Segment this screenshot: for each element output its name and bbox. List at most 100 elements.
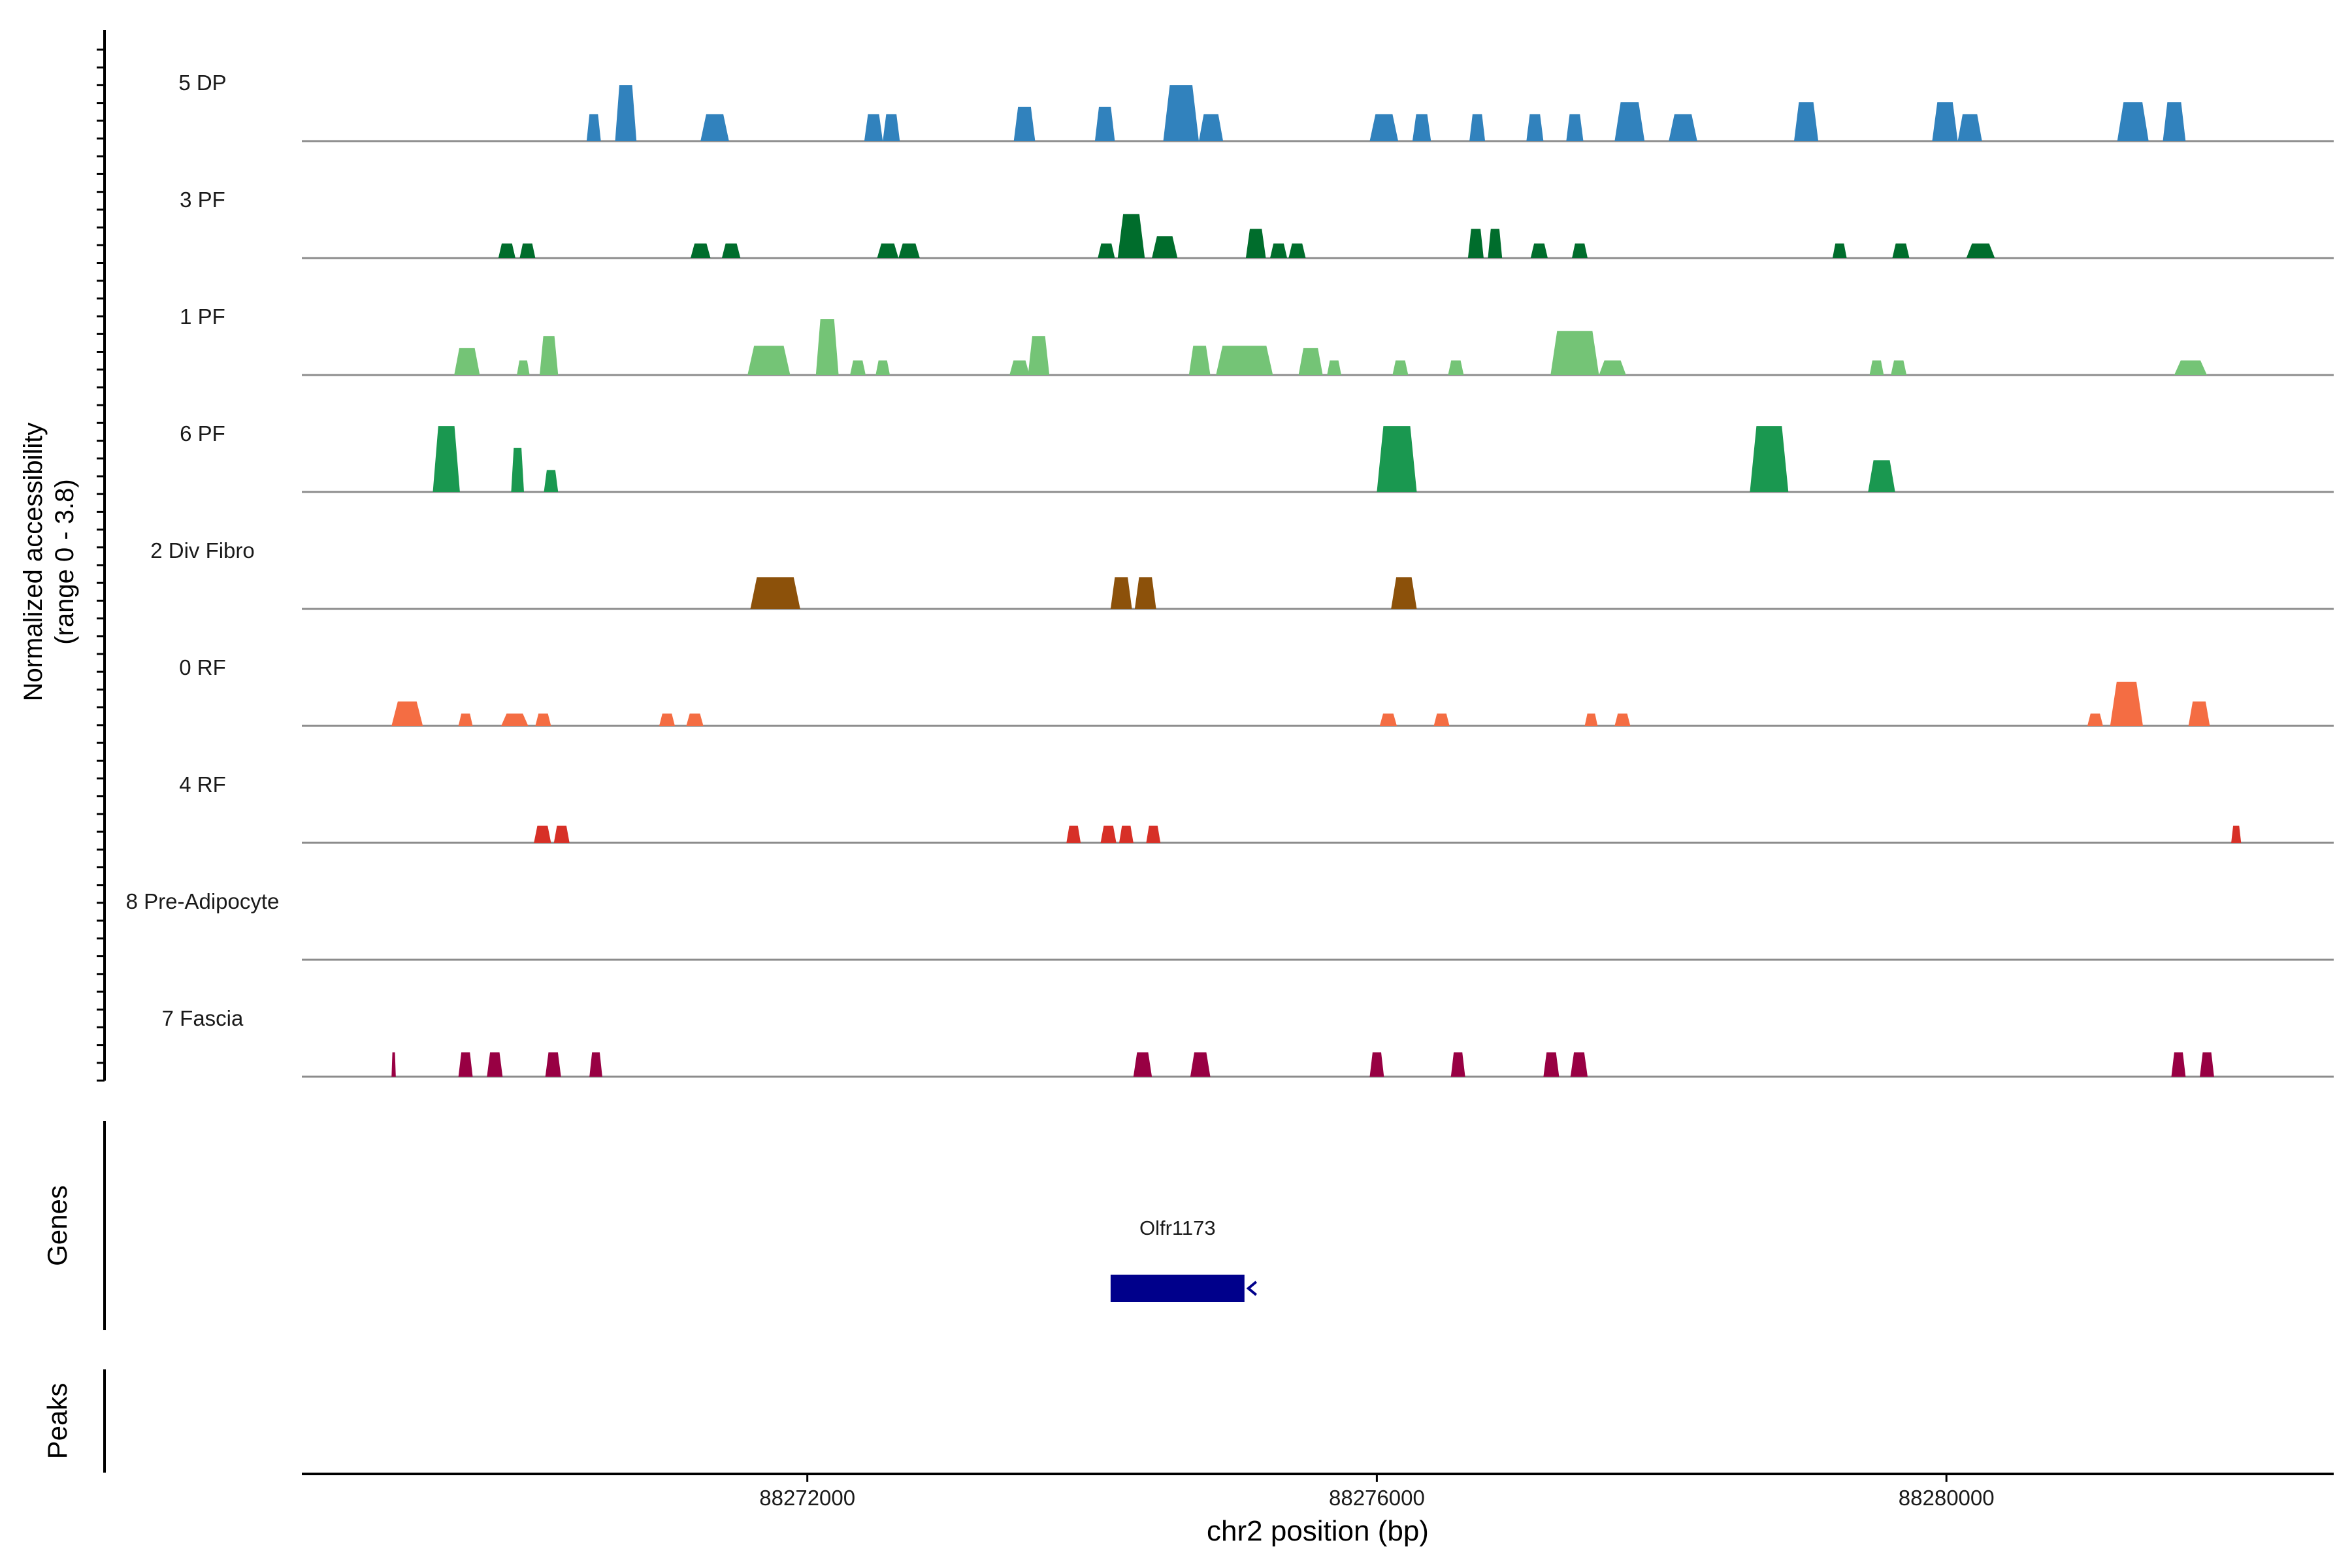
coverage-peak [1599,360,1626,375]
coverage-peak [1832,243,1847,258]
coverage-peak [815,319,839,375]
coverage-peak [659,713,675,726]
x-tick-label: 88280000 [1899,1486,1995,1510]
track-label: 2 Div Fibro [150,538,255,563]
track-label: 3 PF [180,188,225,212]
coverage-peak [1570,1052,1588,1077]
coverage-peak [1669,114,1697,141]
x-tick-label: 88272000 [759,1486,855,1510]
track-2-div-fibro: 2 Div Fibro [150,538,2334,610]
coverage-peak [721,243,741,258]
coverage-peak [1288,243,1306,258]
coverage-peak [553,825,570,843]
coverage-peak [1433,713,1450,726]
coverage-peak [850,360,866,375]
coverage-peak [1163,85,1199,141]
track-8-pre-adipocyte: 8 Pre-Adipocyte [126,889,2334,961]
coverage-peak [1117,214,1145,258]
track-label: 8 Pre-Adipocyte [126,889,280,913]
coverage-peak [1110,577,1132,609]
track-0-rf: 0 RF [179,655,2334,727]
coverage-peak [1750,426,1789,492]
coverage-peak [1119,825,1134,843]
coverage-peak [1098,243,1115,258]
coverage-peak [1216,346,1273,375]
track-1-pf: 1 PF [180,304,2334,376]
coverage-peak [1327,360,1341,375]
coverage-peak [883,114,900,141]
coverage-peak [2188,701,2210,726]
coverage-peak [2231,825,2242,843]
coverage-peak [1450,1052,1465,1077]
coverage-peak [747,346,791,375]
coverage-peak [1550,331,1599,375]
coverage-peak [875,360,890,375]
coverage-peak [1013,106,1036,141]
coverage-peak [1488,229,1503,258]
coverage-peak [2171,1052,2186,1077]
coverage-peak [1566,114,1584,141]
coverage-peak [1966,243,1995,258]
genes-panel-title: Genes [42,1185,73,1266]
coverage-peak [519,243,536,258]
coverage-peak [1868,460,1895,492]
coverage-peak [511,448,524,492]
coverage-peak [501,713,529,726]
track-label: 0 RF [179,655,226,679]
coverage-peak [1543,1052,1560,1077]
coverage-peak [1957,114,1982,141]
gene-label: Olfr1173 [1139,1217,1216,1239]
track-label: 5 DP [178,71,226,95]
coverage-peak [540,336,559,375]
coverage-peak [1412,114,1431,141]
coverage-peak [391,701,423,726]
coverage-peak [1134,577,1156,609]
coverage-peak [1377,426,1417,492]
coverage-peak [1146,825,1161,843]
coverage-peak [1009,360,1030,375]
coverage-peak [535,713,551,726]
coverage-peak [589,1052,602,1077]
coverage-peak [458,1052,473,1077]
track-label: 4 RF [179,772,226,796]
track-label: 1 PF [180,304,225,329]
coverage-peak [1066,825,1081,843]
coverage-peak [1028,336,1050,375]
coverage-peak [1152,236,1178,258]
x-tick-label: 88276000 [1329,1486,1425,1510]
coverage-peak [691,243,711,258]
coverage-peak [1369,1052,1384,1077]
coverage-peak [1892,243,1910,258]
coverage-peak [2110,681,2143,726]
coverage-peak [1526,114,1544,141]
coverage-peak [1794,102,1819,141]
track-7-fascia: 7 Fascia [162,1006,2334,1078]
coverage-tracks: 5 DP 3 PF 1 PF 6 PF 2 Div Fibro 0 RF 4 RF 8 Pre… [126,71,2334,1078]
coverage-peak [700,114,729,141]
coverage-peak [1094,106,1115,141]
coverage-peak [487,1052,503,1077]
coverage-peak [750,577,800,609]
coverage-peak [454,348,480,375]
coverage-peak [1133,1052,1152,1077]
track-label: 6 PF [180,421,225,446]
coverage-peak [1392,360,1409,375]
coverage-peak [1100,825,1117,843]
coverage-peak [433,426,460,492]
coverage-peak [391,1052,396,1077]
coverage-peak [1188,346,1211,375]
coverage-peak [1448,360,1464,375]
coverage-peak [2174,360,2207,375]
coverage-peak [534,825,551,843]
y-axis-subtitle: (range 0 - 3.8) [50,479,79,644]
coverage-peak [2087,713,2103,726]
track-4-rf: 4 RF [179,772,2334,844]
coverage-peak [1379,713,1397,726]
coverage-peak [1584,713,1598,726]
coverage-peak [1369,114,1399,141]
coverage-peak [498,243,515,258]
coverage-peak [2200,1052,2214,1077]
coverage-peak [1391,577,1417,609]
track-label: 7 Fascia [162,1006,244,1030]
